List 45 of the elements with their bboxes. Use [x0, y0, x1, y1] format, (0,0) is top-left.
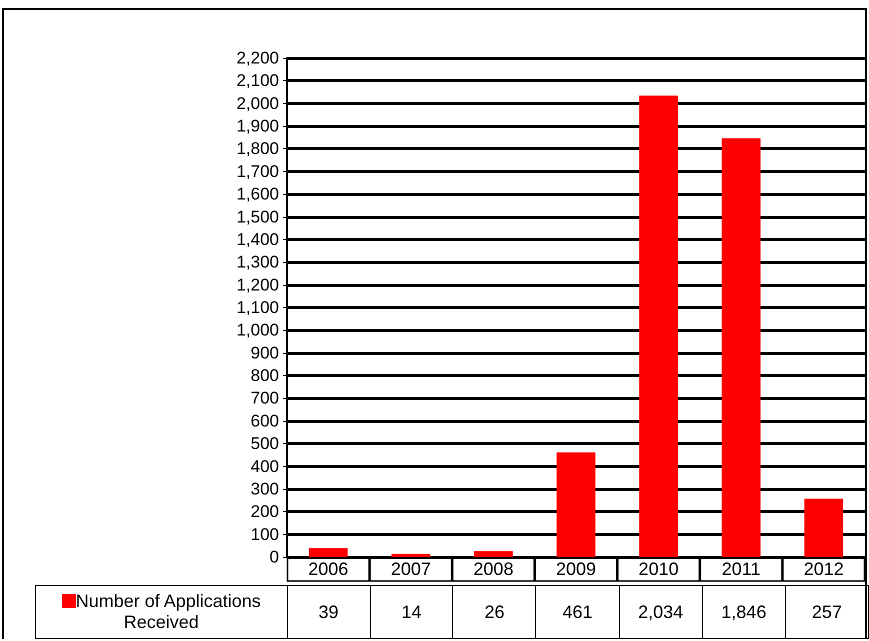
y-tick-label: 300: [250, 479, 279, 498]
y-tick-label: 1,000: [236, 320, 279, 340]
bar: [474, 551, 513, 557]
y-tick-label: 1,500: [236, 207, 279, 226]
y-tick-label: 1,400: [236, 230, 279, 249]
y-tick-label: 1,100: [236, 298, 279, 317]
x-tick-label: 2006: [308, 559, 348, 579]
y-tick-label: 600: [250, 411, 279, 430]
y-tick-label: 2,000: [236, 94, 279, 113]
bar: [391, 554, 430, 557]
y-tick-label: 1,700: [236, 162, 279, 181]
bar: [639, 96, 678, 557]
x-tick-label: 2009: [556, 559, 596, 579]
y-tick-label: 1,300: [236, 252, 279, 272]
y-tick-label: 1,900: [236, 116, 279, 136]
y-tick-label: 1,800: [236, 139, 279, 158]
x-tick-label: 2010: [638, 559, 679, 579]
y-tick-label: 100: [250, 524, 279, 544]
data-label: 14: [370, 586, 453, 638]
bar: [308, 548, 348, 557]
bar: [722, 138, 761, 557]
data-label: 257: [785, 586, 868, 638]
y-tick-label: 0: [270, 548, 279, 566]
y-tick-label: 2,200: [236, 48, 279, 68]
y-tick-label: 700: [250, 388, 279, 408]
data-label: 461: [536, 586, 619, 638]
y-tick-label: 500: [250, 434, 279, 454]
x-tick-label: 2012: [804, 559, 844, 579]
y-tick-label: 800: [250, 366, 279, 386]
x-tick-label: 2008: [473, 559, 514, 579]
legend-label: Number of Applications Received: [36, 586, 288, 638]
y-tick-label: 1,600: [236, 184, 279, 204]
bar: [804, 498, 844, 557]
data-label: 1,846: [702, 586, 786, 638]
data-label: 39: [287, 586, 370, 638]
y-tick-label: 900: [250, 343, 279, 362]
y-tick-label: 1,200: [236, 275, 279, 294]
data-label: 2,034: [619, 586, 702, 638]
data-label: 26: [452, 586, 536, 638]
bar: [556, 452, 596, 557]
x-tick-label: 2011: [722, 559, 760, 579]
y-tick-label: 400: [250, 456, 279, 476]
y-tick-label: 200: [250, 502, 279, 522]
x-tick-label: 2007: [390, 559, 431, 579]
y-tick-label: 2,100: [236, 71, 279, 90]
